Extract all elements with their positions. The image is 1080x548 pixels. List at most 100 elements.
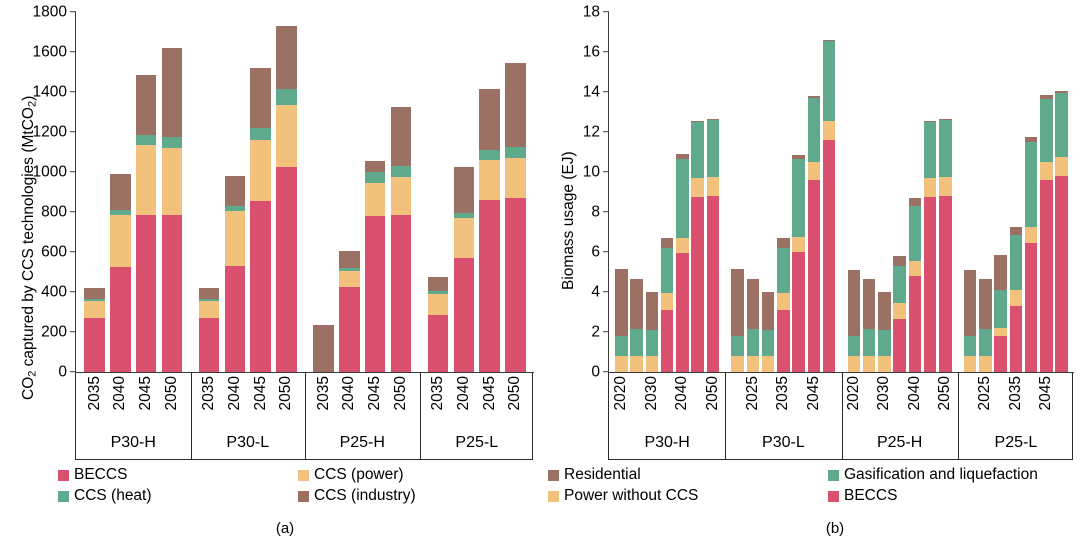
group-label: P25-H	[876, 434, 923, 451]
y-tick-label: 1000	[32, 163, 67, 181]
legend-item[interactable]: BECCS	[58, 466, 298, 484]
stacked-bar[interactable]	[878, 292, 891, 372]
stacked-bar[interactable]	[1024, 137, 1038, 372]
group-label: P25-L	[994, 434, 1038, 451]
stacked-bar[interactable]	[939, 119, 952, 372]
stacked-bar[interactable]	[135, 75, 157, 372]
stacked-bar[interactable]	[923, 120, 937, 372]
stacked-bar[interactable]	[645, 292, 659, 372]
stacked-bar[interactable]	[198, 287, 220, 372]
stacked-bar[interactable]	[862, 279, 876, 372]
bar-segment	[1024, 227, 1038, 243]
stacked-bar[interactable]	[453, 167, 475, 372]
stacked-bar[interactable]	[313, 325, 334, 372]
stacked-bar[interactable]	[822, 40, 836, 372]
stacked-bar[interactable]	[110, 174, 131, 372]
bar-segment	[645, 330, 659, 356]
stacked-bar[interactable]	[505, 62, 526, 372]
bar-segment	[339, 251, 360, 268]
stacked-bar[interactable]	[1009, 227, 1023, 372]
panel-b: Biomass usage (EJ) 0 2 4 6 8 10 12 14 16 18 2020 2…	[540, 0, 1080, 548]
bar-segment	[893, 265, 906, 304]
bar-segment	[963, 356, 977, 372]
stacked-bar[interactable]	[908, 198, 922, 372]
bar-segment	[339, 271, 360, 288]
bar-segment	[691, 196, 704, 372]
stacked-bar[interactable]	[706, 118, 720, 372]
bar-segment	[479, 160, 500, 200]
bar-segment	[691, 120, 704, 123]
bar-segment	[660, 310, 674, 372]
stacked-bar[interactable]	[979, 279, 992, 372]
stacked-bar[interactable]	[161, 48, 183, 372]
bar-segment	[706, 196, 720, 372]
stacked-bar[interactable]	[761, 292, 775, 372]
legend-item[interactable]: Residential	[548, 466, 828, 484]
legend-item[interactable]: Gasification and liquefaction	[828, 466, 1038, 484]
panel-a-subcaption: (a)	[275, 520, 295, 537]
group-separator	[190, 372, 192, 459]
stacked-bar[interactable]	[963, 269, 977, 372]
bar-segment	[822, 140, 836, 372]
stacked-bar[interactable]	[427, 277, 449, 372]
bar-segment	[161, 136, 183, 148]
stacked-bar[interactable]	[746, 279, 760, 372]
legend-item[interactable]: BECCS	[828, 487, 1038, 505]
stacked-bar[interactable]	[339, 251, 360, 372]
bar-segment	[427, 293, 449, 315]
y-tick-mark	[603, 211, 609, 213]
x-tick-label: 2050	[391, 376, 409, 411]
stacked-bar[interactable]	[1055, 91, 1068, 372]
stacked-bar[interactable]	[660, 238, 674, 372]
stacked-bar[interactable]	[250, 67, 271, 372]
stacked-bar[interactable]	[777, 238, 790, 372]
bar-segment	[908, 276, 922, 372]
x-tick-label: 2045	[366, 376, 384, 411]
stacked-bar[interactable]	[630, 279, 643, 372]
y-tick-mark	[603, 11, 609, 13]
legend-label: CCS (heat)	[74, 487, 152, 504]
bar-segment	[453, 167, 475, 213]
stacked-bar[interactable]	[893, 256, 906, 372]
group-label: P30-H	[644, 434, 690, 451]
stacked-bar[interactable]	[84, 288, 105, 372]
legend-item[interactable]: CCS (power)	[298, 466, 416, 484]
group-separator	[419, 372, 421, 459]
stacked-bar[interactable]	[364, 161, 386, 372]
legend-item[interactable]: CCS (industry)	[298, 487, 416, 505]
stacked-bar[interactable]	[847, 269, 861, 372]
legend-item[interactable]: CCS (heat)	[58, 487, 298, 505]
bar-segment	[479, 150, 500, 160]
legend-item[interactable]: Power without CCS	[548, 487, 828, 505]
y-tick-mark	[603, 251, 609, 253]
stacked-bar[interactable]	[479, 89, 500, 372]
bar-segment	[84, 288, 105, 299]
legend-label: Gasification and liquefaction	[844, 466, 1038, 483]
stacked-bar[interactable]	[731, 269, 744, 372]
panel-b-y-axis-title: Biomass usage (EJ)	[560, 151, 577, 290]
bar-segment	[615, 269, 628, 336]
panel-a-y-axis-title: CO2 captured by CCS technologies (MtCO2)	[20, 95, 39, 400]
bar-segment	[963, 269, 977, 336]
bar-segment	[731, 355, 744, 372]
stacked-bar[interactable]	[1040, 95, 1053, 372]
bar-segment	[224, 210, 246, 266]
bar-segment	[364, 161, 386, 173]
bar-segment	[908, 198, 922, 207]
stacked-bar[interactable]	[276, 25, 297, 372]
bar-segment	[198, 298, 220, 301]
stacked-bar[interactable]	[615, 269, 628, 372]
y-tick-label: 1800	[32, 3, 67, 21]
bar-segment	[224, 175, 246, 207]
stacked-bar[interactable]	[390, 106, 412, 372]
stacked-bar[interactable]	[807, 96, 821, 372]
stacked-bar[interactable]	[691, 120, 704, 372]
y-tick-label: 0	[591, 363, 600, 381]
stacked-bar[interactable]	[792, 154, 805, 372]
stacked-bar[interactable]	[224, 175, 246, 372]
stacked-bar[interactable]	[994, 254, 1007, 372]
bar-segment	[979, 356, 992, 372]
bar-segment	[1040, 99, 1053, 163]
stacked-bar[interactable]	[676, 153, 689, 372]
bar-segment	[276, 104, 297, 167]
